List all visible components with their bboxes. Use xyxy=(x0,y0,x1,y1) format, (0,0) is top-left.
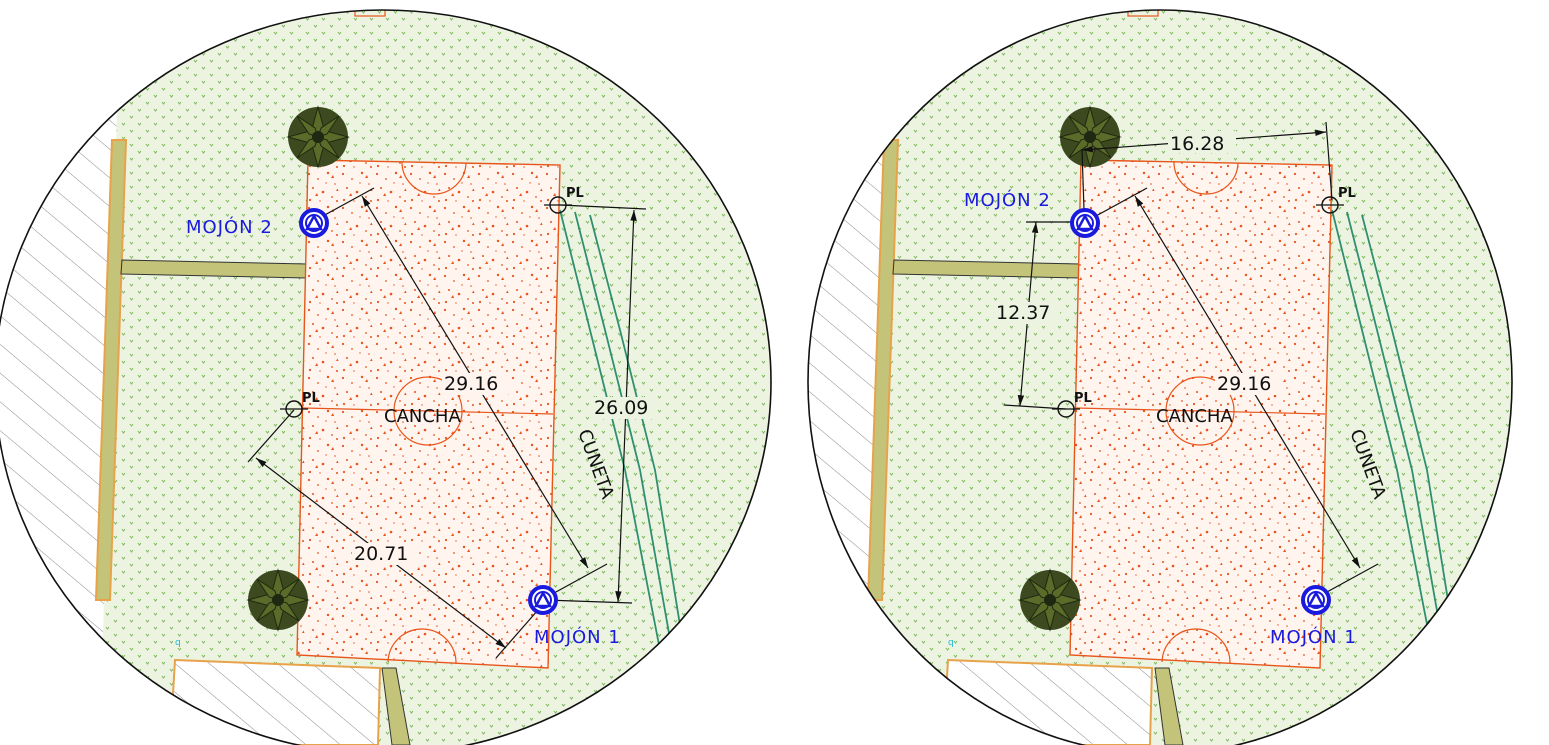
building-hatch-left xyxy=(0,10,120,745)
mojon-2-label: MOJÓN 2 xyxy=(186,216,273,238)
dimension-label-diagonal: 29.16 xyxy=(444,373,498,395)
mojon-1-label: MOJÓN 1 xyxy=(534,626,621,648)
pl-label: PL xyxy=(302,391,320,406)
mojon-2-label: MOJÓN 2 xyxy=(964,189,1051,211)
detail-circle-left xyxy=(0,9,772,745)
wall-vertical xyxy=(94,139,128,601)
pl-label: PL xyxy=(1074,391,1092,406)
dim-bg xyxy=(994,302,1060,324)
tree-icon xyxy=(247,569,309,631)
tree-icon xyxy=(1019,569,1081,631)
dim-bg xyxy=(442,373,508,395)
mojon-marker-icon xyxy=(1301,585,1331,615)
dimension-label-lower: 20.71 xyxy=(354,543,408,565)
court-label: CANCHA xyxy=(384,406,461,427)
mojon-marker-icon xyxy=(528,585,558,615)
mojon-marker-icon xyxy=(1070,208,1100,238)
dimension-label-top: 16.28 xyxy=(1170,133,1224,155)
dim-bg xyxy=(1168,131,1236,153)
right-panel: q 29.16 16.28 12.37 CANCHA CUNETA PL PL … xyxy=(807,9,1513,745)
detail-circle-right xyxy=(807,9,1513,745)
top-edge-mark xyxy=(1127,10,1159,17)
building-hatch-bottom xyxy=(941,658,1154,745)
wall-bottom xyxy=(381,667,411,745)
mojon-1-label: MOJÓN 1 xyxy=(1270,626,1357,648)
mojon-marker-icon xyxy=(299,208,329,238)
dimension-label-vertical: 26.09 xyxy=(594,397,648,419)
pl-label: PL xyxy=(566,186,584,201)
court-label: CANCHA xyxy=(1156,406,1233,427)
dim-bg xyxy=(592,397,656,419)
dim-bg xyxy=(1215,373,1281,395)
small-mark: q xyxy=(948,638,954,648)
dimension-label-diagonal: 29.16 xyxy=(1217,373,1271,395)
wall-bottom xyxy=(1154,667,1184,745)
top-edge-mark xyxy=(354,10,386,17)
pl-label: PL xyxy=(1338,186,1356,201)
small-mark: q xyxy=(175,638,181,648)
building-hatch-bottom xyxy=(168,658,382,745)
tree-icon xyxy=(1059,106,1121,168)
tree-icon xyxy=(287,106,349,168)
left-panel: q 29.16 26.09 20.71 CANCHA CUNETA PL PL … xyxy=(0,9,772,745)
dimension-label-left: 12.37 xyxy=(996,302,1050,324)
dim-bg xyxy=(352,543,418,565)
